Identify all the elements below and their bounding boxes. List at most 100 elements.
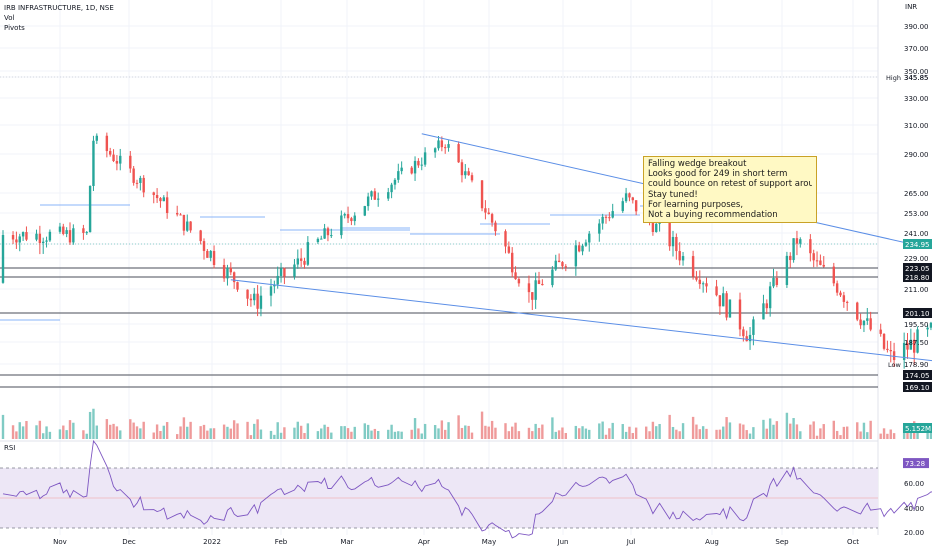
volume-bar	[795, 424, 799, 439]
rsi-indicator-label[interactable]: RSI	[4, 444, 16, 452]
volume-bar	[634, 427, 638, 439]
volume-bar	[671, 426, 675, 439]
candle-body	[557, 260, 561, 263]
annotation-note[interactable]: Falling wedge breakout Looks good for 24…	[643, 156, 817, 224]
volume-bar	[675, 429, 678, 439]
time-tick-label: May	[482, 538, 496, 546]
candle-body	[72, 228, 75, 243]
volume-bar	[866, 432, 869, 439]
volume-bar	[460, 427, 464, 439]
candle-body	[909, 339, 913, 350]
volume-bar	[738, 423, 742, 439]
candle-body	[504, 231, 507, 247]
candle-body	[48, 231, 52, 241]
candle-body	[889, 350, 892, 352]
annotation-line: Falling wedge breakout	[648, 159, 747, 169]
volume-bar	[420, 433, 423, 439]
price-tick-label: 350.00	[904, 68, 929, 76]
volume-bar	[366, 424, 370, 439]
candle-body	[62, 226, 65, 234]
volume-bar	[882, 428, 886, 439]
candle-body	[537, 280, 541, 284]
volume-bar	[259, 429, 263, 439]
vol-indicator-label[interactable]: Vol	[4, 14, 15, 22]
symbol-title[interactable]: IRB INFRASTRUCTURE, 1D, NSE	[4, 4, 114, 12]
pivot-lines	[0, 204, 740, 321]
candle-body	[725, 293, 728, 318]
volume-bar	[444, 429, 447, 439]
volume-bar	[611, 422, 614, 439]
rsi-tick-label: 40.00	[904, 505, 924, 513]
candle-body	[444, 147, 447, 149]
price-tick-label: 241.00	[904, 230, 929, 238]
volume-bar	[92, 408, 95, 439]
candle-body	[715, 286, 718, 296]
volume-bar	[62, 425, 65, 439]
rsi-value-tag	[903, 458, 929, 469]
level-tag	[903, 272, 932, 282]
candle-body	[42, 241, 45, 243]
volume-bar	[561, 427, 564, 439]
candle-body	[15, 239, 18, 243]
volume-bar	[822, 424, 825, 439]
volume-bar	[437, 428, 440, 439]
candle-body	[869, 318, 872, 330]
volume-bar	[812, 421, 815, 439]
volume-bar	[624, 431, 628, 439]
level-tag-label: 218.80	[905, 274, 930, 282]
volume-bar	[748, 433, 752, 439]
annotation-line: Looks good for 249 in short term	[648, 169, 788, 180]
volume-bar	[762, 419, 765, 439]
candle-body	[789, 255, 792, 261]
candle-body	[752, 319, 755, 335]
volume-bar	[387, 429, 390, 439]
candle-body	[229, 267, 232, 273]
volume-label: 5.152M	[905, 425, 931, 433]
candle-body	[507, 246, 511, 253]
level-tag	[903, 370, 932, 380]
candle-body	[397, 171, 400, 180]
volume-bar	[457, 415, 460, 439]
volume-bar	[886, 433, 889, 439]
candle-body	[671, 236, 675, 247]
candle-body	[330, 235, 333, 237]
candle-body	[882, 333, 886, 349]
volume-bar	[423, 423, 427, 439]
price-tick-label: 345.85	[904, 74, 929, 82]
candle-body	[273, 284, 276, 287]
time-tick-label: Dec	[122, 538, 136, 546]
level-tag	[903, 308, 932, 318]
volume-bar	[789, 423, 792, 439]
volume-bar	[119, 430, 122, 439]
candle-body	[745, 336, 748, 342]
volume-bar	[541, 424, 544, 439]
volume-bar	[534, 423, 537, 439]
volume-bar	[199, 426, 202, 439]
volume-bar	[869, 420, 872, 439]
volume-bar	[303, 433, 306, 439]
candle-body	[621, 201, 624, 212]
candle-body	[490, 214, 494, 223]
volume-bars	[1, 408, 932, 439]
annotation-line: Not a buying recommendation	[648, 210, 778, 221]
candle-body	[1, 234, 5, 283]
volume-bar	[112, 423, 115, 439]
level-tag-label: 169.10	[905, 384, 930, 392]
volume-bar	[35, 425, 38, 439]
volume-bar	[909, 432, 913, 439]
candle-body	[658, 222, 661, 224]
time-axis: Nov Dec 2022 Feb Mar Apr May Jun Jul Aug Sep Oct	[53, 538, 859, 546]
volume-bar	[11, 425, 15, 439]
volume-bar	[507, 431, 511, 439]
volume-bar	[604, 434, 608, 439]
volume-bar	[232, 420, 236, 439]
volume-bar	[236, 423, 239, 439]
volume-bar	[856, 422, 859, 439]
candle-body	[624, 193, 628, 202]
volume-bar	[176, 434, 179, 439]
volume-bar	[588, 429, 591, 439]
pivots-indicator-label[interactable]: Pivots	[4, 24, 25, 32]
price-tick-label: 390.00	[904, 23, 929, 31]
volume-bar	[494, 427, 497, 439]
